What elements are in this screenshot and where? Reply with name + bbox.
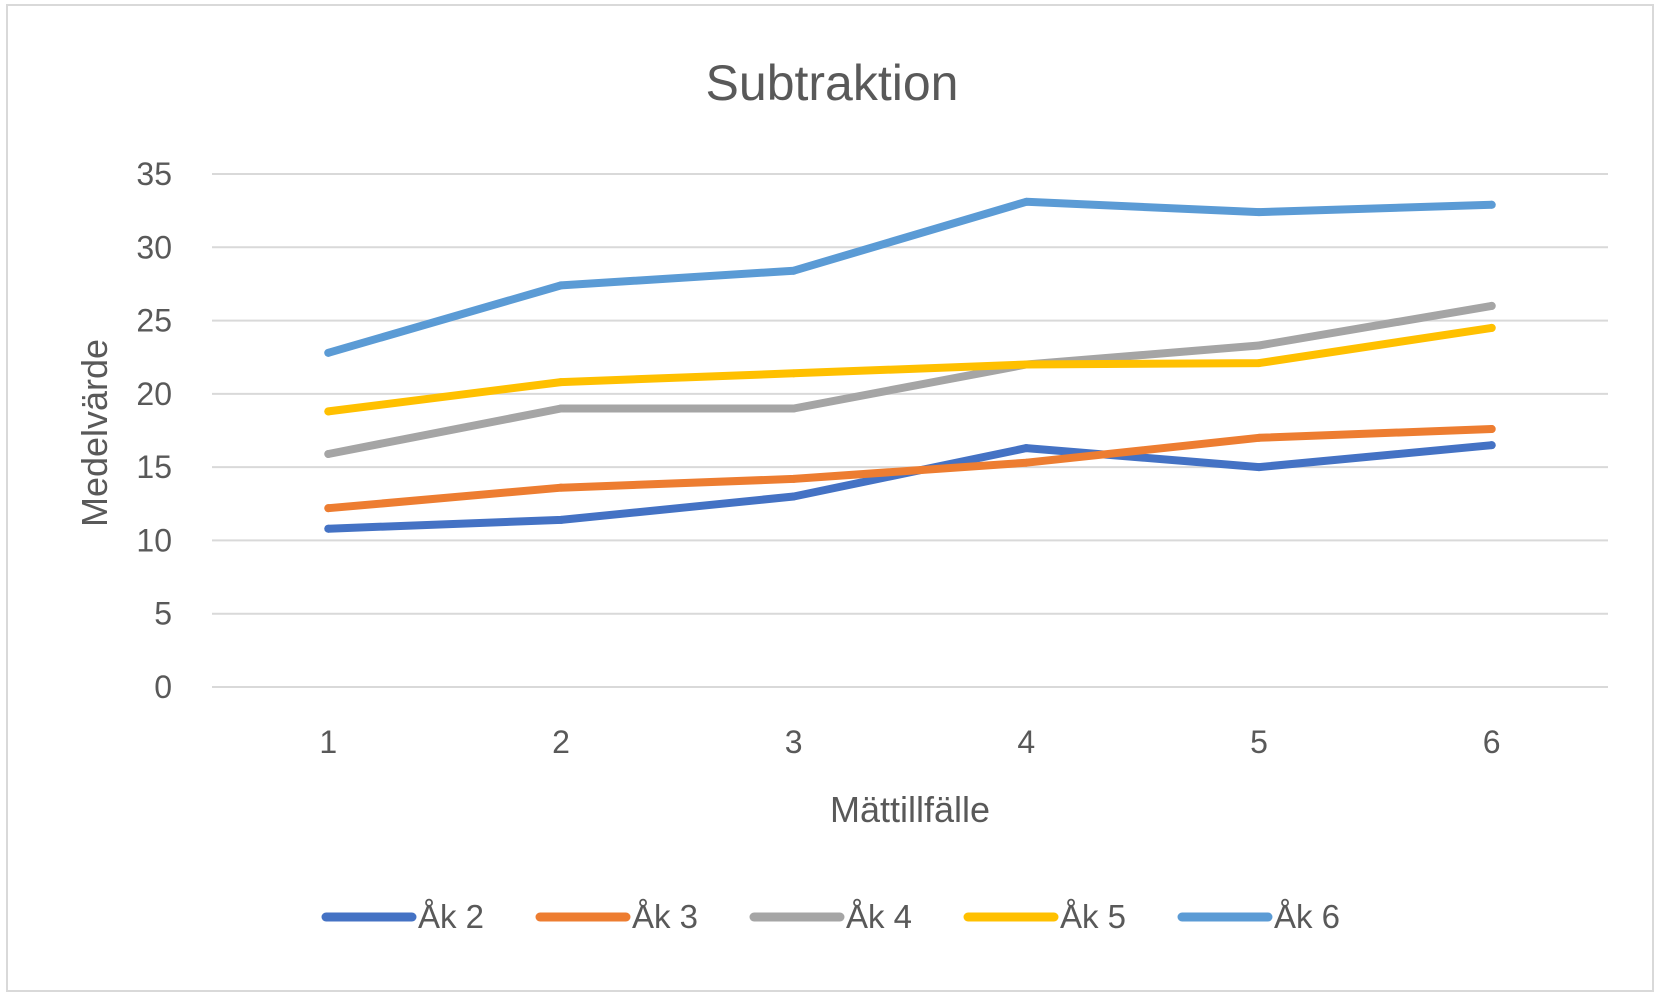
legend-item: Åk 2 [321,898,484,935]
y-tick-label: 5 [154,596,172,632]
data-point [557,281,565,290]
data-point [324,407,333,416]
data-point [789,404,798,413]
x-tick-label: 5 [1250,724,1268,760]
data-point [1022,444,1031,453]
data-point [557,404,565,413]
legend-item: Åk 6 [1177,898,1340,935]
legend-item: Åk 3 [535,898,698,935]
data-point [557,378,565,387]
data-point [789,266,798,275]
data-point [1487,200,1496,209]
y-tick-label: 0 [154,669,172,705]
data-point [324,449,333,458]
data-point [1487,425,1496,434]
x-tick-label: 1 [319,724,337,760]
y-axis-title: Medelvärde [74,339,115,527]
data-point [789,474,798,483]
legend-label: Åk 5 [1060,898,1126,935]
data-point [324,524,333,533]
data-point [1022,360,1031,369]
x-axis-title: Mättillfälle [830,789,990,830]
x-axis-tick-labels: 1 2 3 4 5 6 [319,724,1500,760]
legend-item: Åk 5 [963,898,1126,935]
data-point [1487,441,1496,450]
series-line-åk-3 [324,425,1496,513]
y-tick-label: 35 [136,156,172,192]
series-line-åk-2 [324,441,1496,533]
data-point [789,369,798,378]
y-tick-label: 20 [136,376,172,412]
data-point [1255,433,1263,442]
legend-item: Åk 4 [749,898,912,935]
chart-title: Subtraktion [706,55,959,111]
data-point [1255,208,1263,217]
series-line-åk-4 [324,301,1496,458]
y-axis-tick-labels: 0 5 10 15 20 25 30 35 [136,156,172,705]
series-line-åk-6 [324,197,1496,357]
data-point [1255,341,1263,350]
series-lines [324,197,1496,533]
x-tick-label: 3 [785,724,803,760]
data-point [557,483,565,492]
legend-label: Åk 2 [418,898,484,935]
data-point [1487,301,1496,310]
x-tick-label: 4 [1017,724,1035,760]
data-point [324,348,333,357]
data-point [324,504,333,513]
legend: Åk 2 Åk 3 Åk 4 Åk 5 Åk 6 [321,898,1340,935]
data-point [1487,323,1496,332]
data-point [1022,197,1031,206]
data-point [1022,458,1031,467]
y-tick-label: 10 [136,522,172,558]
legend-label: Åk 4 [846,898,912,935]
data-point [557,515,565,524]
data-point [1255,463,1263,472]
y-tick-label: 15 [136,449,172,485]
y-tick-label: 25 [136,303,172,339]
legend-label: Åk 3 [632,898,698,935]
chart-frame [6,4,1654,992]
series-line-åk-5 [324,323,1496,416]
x-tick-label: 6 [1483,724,1501,760]
data-point [789,492,798,501]
y-tick-label: 30 [136,229,172,265]
data-point [1255,359,1263,368]
x-tick-label: 2 [552,724,570,760]
legend-label: Åk 6 [1274,898,1340,935]
